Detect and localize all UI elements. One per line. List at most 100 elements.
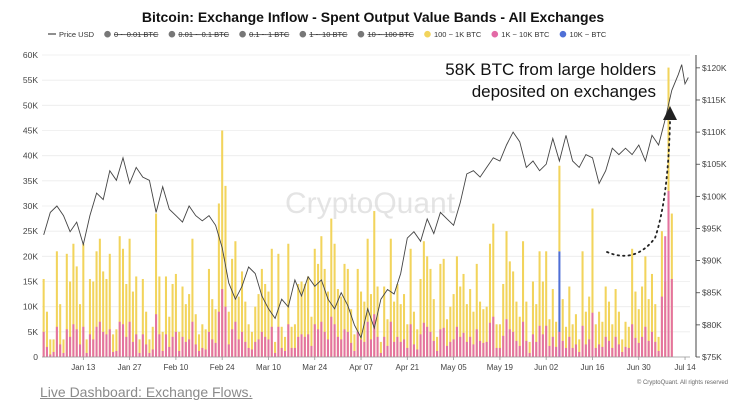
bar-1k-10k-btc: [346, 331, 349, 357]
bar-100-1k-btc: [508, 261, 511, 357]
bar-100-1k-btc: [244, 301, 247, 357]
x-tick-label: Feb 24: [210, 363, 235, 372]
legend-label-7: 1K ~ 10K BTC: [501, 30, 550, 39]
bar-100-1k-btc: [598, 311, 601, 357]
left-tick-label: 55K: [23, 75, 38, 85]
bar-1k-10k-btc: [118, 321, 121, 357]
right-tick-label: $95K: [702, 223, 722, 233]
bar-1k-10k-btc: [131, 341, 134, 357]
bar-100-1k-btc: [171, 284, 174, 357]
price-usd-line: [43, 64, 689, 339]
bar-100-1k-btc: [607, 301, 611, 357]
bar-1k-10k-btc: [287, 324, 290, 357]
bar-1k-10k-btc: [641, 336, 644, 357]
bar-1k-10k-btc: [518, 345, 521, 357]
bar-1k-10k-btc: [290, 347, 293, 357]
bar-1k-10k-btc: [512, 331, 515, 357]
bar-100-1k-btc: [237, 296, 240, 357]
bar-1k-10k-btc: [650, 331, 654, 357]
bar-100-1k-btc: [52, 339, 55, 357]
bar-100-1k-btc: [300, 281, 303, 357]
bar-100-1k-btc: [571, 324, 574, 357]
live-dashboard-link[interactable]: Live Dashboard: Exchange Flows.: [40, 384, 253, 400]
bar-1k-10k-btc: [594, 347, 597, 357]
bar-1k-10k-btc: [108, 329, 111, 357]
bar-1k-10k-btc: [45, 346, 48, 357]
bar-1k-10k-btc: [574, 344, 577, 357]
bar-1k-10k-btc: [541, 334, 544, 357]
bar-100-1k-btc: [346, 268, 349, 357]
bar-1k-10k-btc: [75, 329, 78, 357]
legend-label-5: 10 ~ 100 BTC: [367, 30, 414, 39]
bar-100-1k-btc: [545, 251, 548, 357]
bar-100-1k-btc: [455, 256, 458, 357]
bar-100-1k-btc: [211, 299, 214, 357]
bar-1k-10k-btc: [601, 346, 604, 357]
bar-1k-10k-btc: [379, 352, 382, 357]
x-tick-label: May 19: [487, 363, 514, 372]
bar-1k-10k-btc: [260, 331, 263, 357]
bar-100-1k-btc: [217, 203, 220, 357]
bar-1k-10k-btc: [204, 349, 207, 357]
left-tick-label: 15K: [23, 277, 38, 287]
bar-1k-10k-btc: [151, 349, 154, 357]
bar-100-1k-btc: [55, 251, 58, 357]
right-tick-label: $100K: [702, 191, 727, 201]
bar-100-1k-btc: [148, 339, 151, 357]
bar-100-1k-btc: [535, 304, 538, 357]
bar-1k-10k-btc: [168, 346, 171, 357]
bar-1k-10k-btc: [442, 327, 445, 357]
bar-100-1k-btc: [548, 319, 551, 357]
bar-1k-10k-btc: [188, 339, 191, 357]
bar-1k-10k-btc: [383, 336, 386, 357]
bar-100-1k-btc: [522, 241, 525, 357]
bar-100-1k-btc: [141, 278, 144, 357]
bar-100-1k-btc: [65, 253, 68, 357]
bar-100-1k-btc: [72, 243, 75, 357]
bar-1k-10k-btc: [82, 326, 85, 357]
bar-1k-10k-btc: [637, 342, 640, 357]
bar-1k-10k-btc: [280, 347, 283, 357]
bar-100-1k-btc: [611, 324, 614, 357]
bar-1k-10k-btc: [495, 347, 498, 357]
bar-1k-10k-btc: [409, 324, 412, 357]
bar-1k-10k-btc: [578, 351, 581, 357]
bar-1k-10k-btc: [178, 350, 181, 357]
bar-1k-10k-btc: [274, 352, 277, 357]
bar-100-1k-btc: [409, 248, 412, 357]
right-tick-label: $90K: [702, 256, 722, 266]
bar-1k-10k-btc: [88, 334, 91, 357]
left-tick-label: 45K: [23, 126, 38, 136]
bar-1k-10k-btc: [59, 344, 62, 357]
bar-100-1k-btc: [637, 309, 640, 357]
bar-100-1k-btc: [191, 238, 194, 357]
bar-100-1k-btc: [495, 324, 498, 357]
bar-1k-10k-btc: [670, 278, 673, 357]
bar-1k-10k-btc: [244, 341, 247, 357]
bar-1k-10k-btc: [330, 316, 333, 357]
bar-1k-10k-btc: [138, 352, 141, 357]
bar-1k-10k-btc: [522, 321, 525, 357]
bar-1k-10k-btc: [581, 325, 584, 357]
bar-1k-10k-btc: [366, 321, 369, 357]
bar-1k-10k-btc: [505, 319, 508, 357]
x-tick-label: Jun 02: [534, 363, 559, 372]
bar-1k-10k-btc: [161, 350, 164, 357]
bar-1k-10k-btc: [254, 341, 257, 357]
bar-1k-10k-btc: [502, 335, 505, 357]
bar-100-1k-btc: [323, 268, 326, 357]
bar-1k-10k-btc: [482, 342, 485, 357]
bar-1k-10k-btc: [449, 341, 452, 357]
right-tick-label: $80K: [702, 320, 722, 330]
bar-100-1k-btc: [436, 336, 439, 357]
bar-100-1k-btc: [647, 299, 650, 357]
legend-label-2: 0.01 ~ 0.1 BTC: [178, 30, 229, 39]
bar-1k-10k-btc: [538, 325, 541, 357]
bar-1k-10k-btc: [105, 334, 108, 357]
bar-1k-10k-btc: [158, 334, 161, 357]
bar-1k-10k-btc: [531, 334, 534, 357]
bar-1k-10k-btc: [393, 341, 396, 357]
bar-1k-10k-btc: [664, 236, 667, 357]
left-tick-label: 25K: [23, 226, 38, 236]
bar-100-1k-btc: [624, 321, 627, 357]
